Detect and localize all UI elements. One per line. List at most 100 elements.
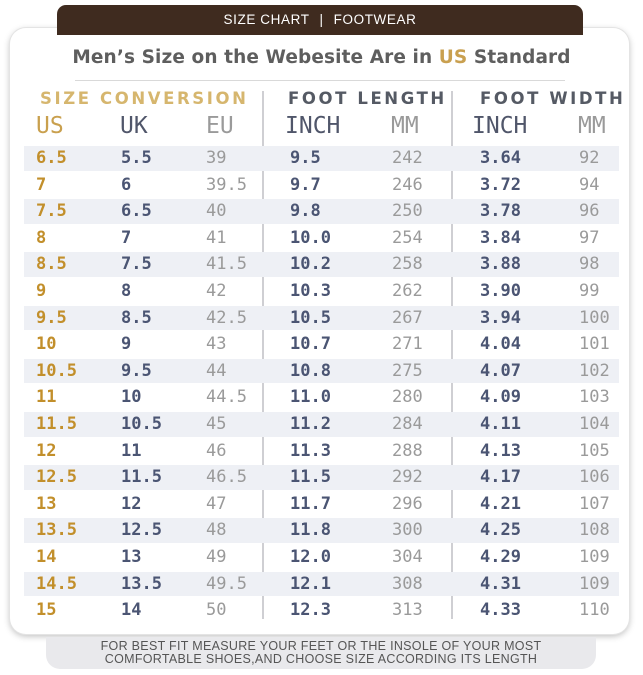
cell-length-inch: 10.2 bbox=[290, 254, 331, 275]
title-prefix: Men’s Size on the Webesite Are in bbox=[72, 47, 433, 68]
table-row: 14 13 49 12.0 304 4.29 109 bbox=[24, 544, 619, 571]
title-suffix: Standard bbox=[473, 47, 571, 68]
cell-length-inch: 10.8 bbox=[290, 360, 331, 381]
cell-length-mm: 258 bbox=[392, 254, 423, 275]
group-size-conversion: SIZE CONVERSION bbox=[40, 89, 249, 108]
table-row: 13.5 12.5 48 11.8 300 4.25 108 bbox=[24, 517, 619, 544]
cell-us: 6.5 bbox=[36, 148, 67, 168]
cell-length-inch: 11.2 bbox=[290, 413, 331, 434]
cell-eu: 50 bbox=[206, 600, 227, 621]
cell-eu: 39 bbox=[206, 148, 227, 168]
header-length-mm: MM bbox=[391, 113, 419, 139]
cell-eu: 45 bbox=[206, 413, 227, 434]
row-shading bbox=[24, 305, 619, 331]
table-row: 8.5 7.5 41.5 10.2 258 3.88 98 bbox=[24, 251, 619, 278]
cell-width-inch: 4.29 bbox=[480, 546, 521, 567]
header-length-inch: INCH bbox=[285, 113, 341, 139]
cell-width-mm: 105 bbox=[579, 440, 610, 461]
cell-uk: 6.5 bbox=[121, 201, 152, 222]
cell-uk: 11 bbox=[121, 440, 142, 461]
cell-width-inch: 4.31 bbox=[480, 573, 521, 594]
cell-length-mm: 254 bbox=[392, 227, 423, 248]
cell-width-mm: 103 bbox=[579, 387, 610, 408]
cell-width-mm: 108 bbox=[579, 520, 610, 541]
cell-us: 8 bbox=[36, 227, 47, 248]
size-chart-banner: SIZE CHART | FOOTWEAR bbox=[57, 5, 583, 35]
cell-length-inch: 10.3 bbox=[290, 280, 331, 301]
cell-uk: 12.5 bbox=[121, 520, 162, 541]
cell-eu: 48 bbox=[206, 520, 227, 541]
cell-uk: 7 bbox=[121, 227, 132, 248]
cell-width-mm: 102 bbox=[579, 360, 610, 381]
table-row: 10 9 43 10.7 271 4.04 101 bbox=[24, 331, 619, 358]
header-us: US bbox=[36, 113, 64, 139]
cell-uk: 8.5 bbox=[121, 307, 152, 328]
cell-us: 12 bbox=[36, 440, 57, 461]
cell-uk: 14 bbox=[121, 600, 142, 621]
cell-width-mm: 109 bbox=[579, 573, 610, 594]
cell-width-inch: 4.21 bbox=[480, 493, 521, 514]
cell-width-mm: 107 bbox=[579, 493, 610, 514]
cell-uk: 13 bbox=[121, 546, 142, 567]
title-divider bbox=[75, 80, 565, 81]
cell-width-mm: 92 bbox=[579, 148, 600, 168]
cell-us: 8.5 bbox=[36, 254, 67, 275]
cell-length-inch: 12.0 bbox=[290, 546, 331, 567]
cell-width-inch: 4.17 bbox=[480, 467, 521, 488]
cell-length-mm: 300 bbox=[392, 520, 423, 541]
cell-width-mm: 99 bbox=[579, 280, 600, 301]
cell-width-mm: 97 bbox=[579, 227, 600, 248]
cell-length-mm: 288 bbox=[392, 440, 423, 461]
cell-eu: 41 bbox=[206, 227, 227, 248]
cell-length-inch: 12.3 bbox=[290, 600, 331, 621]
cell-width-inch: 4.04 bbox=[480, 334, 521, 355]
cell-us: 15 bbox=[36, 600, 57, 621]
table-row: 8 7 41 10.0 254 3.84 97 bbox=[24, 225, 619, 252]
row-shading bbox=[24, 571, 619, 597]
cell-length-mm: 262 bbox=[392, 280, 423, 301]
size-table-body: 6.5 5.5 39 9.5 242 3.64 92 7 6 39.5 9.7 246 3.72 94 7.… bbox=[24, 145, 619, 624]
cell-width-inch: 4.07 bbox=[480, 360, 521, 381]
cell-uk: 7.5 bbox=[121, 254, 152, 275]
cell-length-inch: 11.3 bbox=[290, 440, 331, 461]
cell-length-inch: 10.0 bbox=[290, 227, 331, 248]
cell-width-mm: 106 bbox=[579, 467, 610, 488]
cell-uk: 5.5 bbox=[121, 148, 152, 168]
cell-length-mm: 280 bbox=[392, 387, 423, 408]
cell-length-inch: 10.7 bbox=[290, 334, 331, 355]
cell-us: 10.5 bbox=[36, 360, 77, 381]
table-row: 13 12 47 11.7 296 4.21 107 bbox=[24, 491, 619, 518]
table-row: 12 11 46 11.3 288 4.13 105 bbox=[24, 438, 619, 465]
cell-length-mm: 296 bbox=[392, 493, 423, 514]
cell-eu: 46 bbox=[206, 440, 227, 461]
note-line-2: COMFORTABLE SHOES,AND CHOOSE SIZE ACCORD… bbox=[104, 652, 538, 666]
table-row: 7 6 39.5 9.7 246 3.72 94 bbox=[24, 172, 619, 199]
cell-width-inch: 4.09 bbox=[480, 387, 521, 408]
banner-label-left: SIZE CHART bbox=[223, 12, 310, 27]
banner-label-right: FOOTWEAR bbox=[333, 12, 417, 27]
row-shading bbox=[24, 199, 619, 224]
cell-length-mm: 271 bbox=[392, 334, 423, 355]
fit-advice-note: FOR BEST FIT MEASURE YOUR FEET OR THE IN… bbox=[46, 637, 596, 669]
table-row: 15 14 50 12.3 313 4.33 110 bbox=[24, 597, 619, 624]
table-row: 12.5 11.5 46.5 11.5 292 4.17 106 bbox=[24, 464, 619, 491]
cell-us: 9.5 bbox=[36, 307, 67, 328]
header-width-mm: MM bbox=[578, 113, 606, 139]
cell-uk: 8 bbox=[121, 280, 132, 301]
cell-length-inch: 10.5 bbox=[290, 307, 331, 328]
cell-length-inch: 9.5 bbox=[290, 148, 321, 168]
cell-us: 13 bbox=[36, 493, 57, 514]
cell-eu: 41.5 bbox=[206, 254, 247, 275]
table-row: 10.5 9.5 44 10.8 275 4.07 102 bbox=[24, 358, 619, 385]
header-uk: UK bbox=[120, 113, 148, 139]
cell-uk: 11.5 bbox=[121, 467, 162, 488]
cell-eu: 44 bbox=[206, 360, 227, 381]
cell-eu: 40 bbox=[206, 201, 227, 222]
header-eu: EU bbox=[206, 113, 234, 139]
banner-divider: | bbox=[319, 12, 324, 27]
cell-length-mm: 304 bbox=[392, 546, 423, 567]
cell-us: 10 bbox=[36, 334, 57, 355]
cell-us: 14.5 bbox=[36, 573, 77, 594]
cell-length-mm: 292 bbox=[392, 467, 423, 488]
cell-width-mm: 98 bbox=[579, 254, 600, 275]
